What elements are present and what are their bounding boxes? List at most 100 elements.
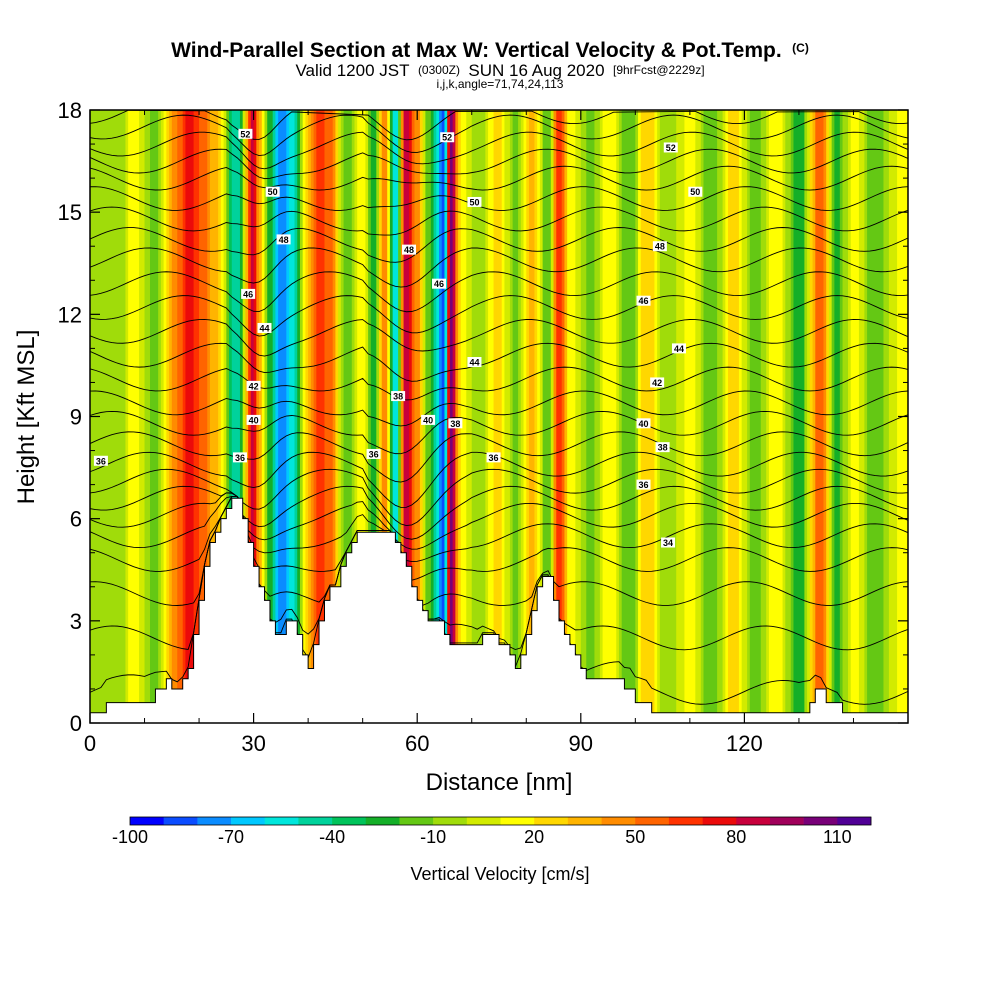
theta-contour-line bbox=[90, 131, 908, 170]
velocity-column bbox=[706, 110, 710, 723]
plot-area: 36 36 40 42 44 46 48 50 52 36 38 40 38 48 46 44 50 52 36 36… bbox=[90, 110, 908, 723]
velocity-column bbox=[586, 110, 590, 723]
velocity-column bbox=[670, 110, 675, 723]
velocity-column bbox=[523, 110, 527, 723]
velocity-column bbox=[804, 110, 808, 723]
contour-label-text: 46 bbox=[243, 289, 253, 299]
velocity-column bbox=[687, 110, 691, 723]
contour-label-bg bbox=[391, 391, 406, 402]
velocity-column bbox=[264, 110, 268, 723]
velocity-column bbox=[406, 110, 410, 723]
velocity-column bbox=[269, 110, 274, 723]
velocity-column bbox=[883, 110, 887, 723]
velocity-column bbox=[384, 110, 388, 723]
velocity-column bbox=[234, 110, 238, 723]
velocity-column bbox=[638, 110, 642, 723]
velocity-column bbox=[736, 110, 740, 723]
chart-title-mark: (C) bbox=[792, 41, 809, 55]
contour-label: 40 bbox=[636, 418, 651, 429]
velocity-column bbox=[117, 110, 121, 723]
chart-title: Wind-Parallel Section at Max W: Vertical… bbox=[171, 39, 809, 62]
velocity-column bbox=[209, 110, 214, 723]
velocity-column bbox=[499, 110, 503, 723]
velocity-column bbox=[850, 110, 855, 723]
velocity-column bbox=[640, 110, 645, 723]
velocity-column bbox=[744, 110, 748, 723]
contour-label-text: 34 bbox=[663, 538, 673, 548]
colorbar-swatch bbox=[197, 817, 232, 825]
velocity-column bbox=[313, 110, 317, 723]
velocity-column bbox=[569, 110, 574, 723]
velocity-column bbox=[580, 110, 585, 723]
contour-label: 48 bbox=[276, 234, 291, 245]
velocity-column bbox=[149, 110, 154, 723]
contour-label-bg bbox=[238, 128, 253, 139]
theta-contour-line bbox=[90, 114, 908, 157]
contour-label-text: 48 bbox=[279, 235, 289, 245]
velocity-column bbox=[329, 110, 334, 723]
velocity-column bbox=[436, 110, 440, 723]
velocity-column bbox=[201, 110, 206, 723]
velocity-column bbox=[338, 110, 342, 723]
contour-label: 38 bbox=[391, 391, 406, 402]
x-tick-label: 120 bbox=[726, 731, 763, 756]
terrain bbox=[90, 497, 908, 723]
velocity-column bbox=[548, 110, 552, 723]
velocity-column bbox=[845, 110, 849, 723]
chart-subtitle: Valid 1200 JST (0300Z) SUN 16 Aug 2020 [… bbox=[295, 61, 704, 80]
velocity-column bbox=[346, 110, 350, 723]
velocity-column bbox=[400, 110, 405, 723]
y-tick-label: 18 bbox=[58, 98, 82, 123]
velocity-column bbox=[627, 110, 631, 723]
theta-contour-line bbox=[90, 148, 908, 180]
velocity-column bbox=[395, 110, 399, 723]
contour-label-bg bbox=[402, 244, 417, 255]
theta-contour-line bbox=[90, 485, 908, 540]
velocity-column bbox=[133, 110, 137, 723]
contour-label: 52 bbox=[440, 132, 455, 143]
velocity-column bbox=[711, 110, 716, 723]
theta-contour-line bbox=[90, 410, 908, 455]
velocity-column bbox=[703, 110, 707, 723]
velocity-column bbox=[417, 110, 421, 723]
contour-label: 38 bbox=[448, 418, 463, 429]
velocity-column bbox=[193, 110, 197, 723]
velocity-column bbox=[534, 110, 538, 723]
velocity-column bbox=[125, 110, 129, 723]
velocity-column bbox=[599, 110, 604, 723]
contour-label-text: 48 bbox=[404, 245, 414, 255]
velocity-column bbox=[714, 110, 718, 723]
velocity-column bbox=[629, 110, 634, 723]
contour-label-bg bbox=[265, 186, 280, 197]
velocity-column bbox=[490, 110, 495, 723]
chart-title-text: Wind-Parallel Section at Max W: Vertical… bbox=[171, 39, 782, 62]
velocity-column bbox=[834, 110, 838, 723]
contour-label: 48 bbox=[402, 244, 417, 255]
contour-label: 44 bbox=[671, 343, 686, 354]
contour-label-text: 52 bbox=[442, 133, 452, 143]
velocity-column bbox=[111, 110, 116, 723]
velocity-column bbox=[864, 110, 868, 723]
colorbar-swatch bbox=[702, 817, 737, 825]
contour-label: 36 bbox=[93, 455, 108, 466]
velocity-column bbox=[828, 110, 833, 723]
contour-label-bg bbox=[636, 418, 651, 429]
contour-label-bg bbox=[486, 452, 501, 463]
velocity-column bbox=[103, 110, 107, 723]
velocity-column bbox=[139, 110, 143, 723]
velocity-column bbox=[177, 110, 181, 723]
velocity-column bbox=[526, 110, 530, 723]
y-tick-label: 15 bbox=[58, 200, 82, 225]
colorbar-label: Vertical Velocity [cm/s] bbox=[410, 864, 589, 884]
velocity-column bbox=[147, 110, 151, 723]
contour-label-bg bbox=[366, 448, 381, 459]
velocity-column bbox=[389, 110, 394, 723]
velocity-column bbox=[272, 110, 277, 723]
colorbar-swatch bbox=[466, 817, 501, 825]
velocity-column bbox=[793, 110, 797, 723]
velocity-column bbox=[809, 110, 814, 723]
contour-label-bg bbox=[448, 418, 463, 429]
velocity-column bbox=[392, 110, 396, 723]
velocity-column bbox=[289, 110, 293, 723]
velocity-column bbox=[299, 110, 304, 723]
